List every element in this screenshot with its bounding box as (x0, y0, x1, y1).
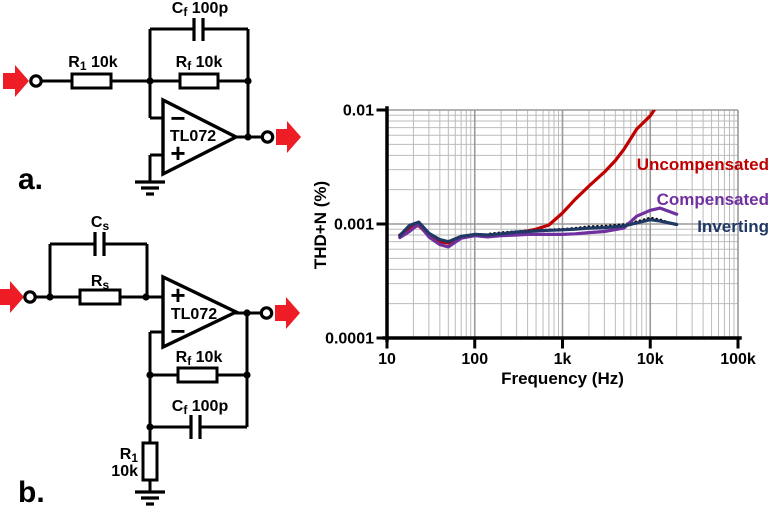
series-label-compensated: Compensated (657, 190, 769, 209)
junction (244, 133, 252, 141)
ground-icon (135, 180, 165, 196)
circuit-a-wires (41, 27, 262, 182)
r1-value-label: 10k (111, 463, 138, 480)
opamp-triangle (161, 274, 240, 350)
cs-label: Cs (91, 214, 110, 233)
r1-resistor (70, 72, 113, 90)
opamp-noninverting-input-label: + (170, 280, 185, 310)
cf-capacitor (189, 415, 202, 439)
opamp-inverting-input-label: − (170, 316, 185, 346)
series-label-uncompensated: Uncompensated (637, 155, 769, 174)
circuit-diagrams: − TL072 + Cf 100p R1 10k Rf 10k a. (0, 0, 301, 509)
panel-label-a: a. (18, 163, 43, 196)
series-uncompensated (398, 110, 657, 245)
series-lines (398, 110, 679, 249)
rf-resistor (178, 72, 220, 90)
input-terminal (23, 290, 37, 304)
opamp-inverting-input-label: − (170, 103, 185, 133)
panel-label-b: b. (18, 476, 45, 509)
grid-major (387, 109, 739, 338)
rf-label: Rf 10k (176, 349, 223, 368)
output-arrow-icon (275, 297, 300, 329)
circuit-b: + TL072 − Cs Rs Rf 10k Cf 100p R1 10k b. (0, 214, 300, 509)
junction (146, 77, 154, 85)
circuit-b-wires (35, 242, 261, 492)
circuit-a: − TL072 + Cf 100p R1 10k Rf 10k a. (3, 0, 301, 196)
x-tick-label: 1k (554, 351, 572, 368)
rf-label: Rf 10k (176, 54, 223, 73)
output-terminal (259, 306, 274, 320)
opamp-noninverting-input-label: + (170, 138, 185, 168)
axes (376, 106, 742, 349)
y-tick-label: 0.0001 (325, 331, 374, 348)
rf-resistor (176, 366, 219, 384)
cf-label: Cf 100p (172, 0, 229, 19)
input-arrow-icon (3, 65, 29, 97)
cf-capacitor (192, 18, 205, 41)
input-terminal (29, 74, 43, 88)
x-tick-label: 10k (637, 351, 664, 368)
junction (146, 371, 154, 379)
cf-label: Cf 100p (172, 398, 229, 417)
series-label-inverting: Inverting (697, 217, 769, 236)
y-tick-label: 0.001 (334, 217, 374, 234)
rs-label: Rs (91, 273, 110, 292)
opamp-label: TL072 (171, 306, 217, 323)
junction (146, 423, 154, 431)
y-axis-title: THD+N (%) (311, 181, 330, 269)
x-tick-label: 100 (461, 351, 488, 368)
cs-capacitor (93, 232, 106, 256)
y-tick-label: 0.01 (343, 103, 374, 120)
junction (243, 309, 251, 317)
opamp-triangle (161, 97, 240, 177)
input-arrow-icon (0, 281, 24, 313)
x-axis-title: Frequency (Hz) (501, 369, 624, 388)
junction (243, 371, 251, 379)
opamp-label: TL072 (170, 128, 216, 145)
r1-label: R1 10k (68, 54, 117, 73)
junction (46, 293, 54, 301)
ground-icon (135, 490, 165, 506)
junction (244, 77, 252, 85)
rs-resistor (78, 288, 122, 306)
series-inverting (398, 218, 679, 244)
output-terminal (260, 130, 275, 144)
junction (142, 293, 150, 301)
r1-label: R1 (120, 446, 139, 465)
output-arrow-icon (276, 121, 301, 153)
series-labels: Uncompensated Compensated Inverting (637, 155, 769, 236)
x-tick-label: 100k (720, 351, 756, 368)
r1-resistor (141, 441, 159, 482)
x-tick-label: 10 (378, 351, 396, 368)
